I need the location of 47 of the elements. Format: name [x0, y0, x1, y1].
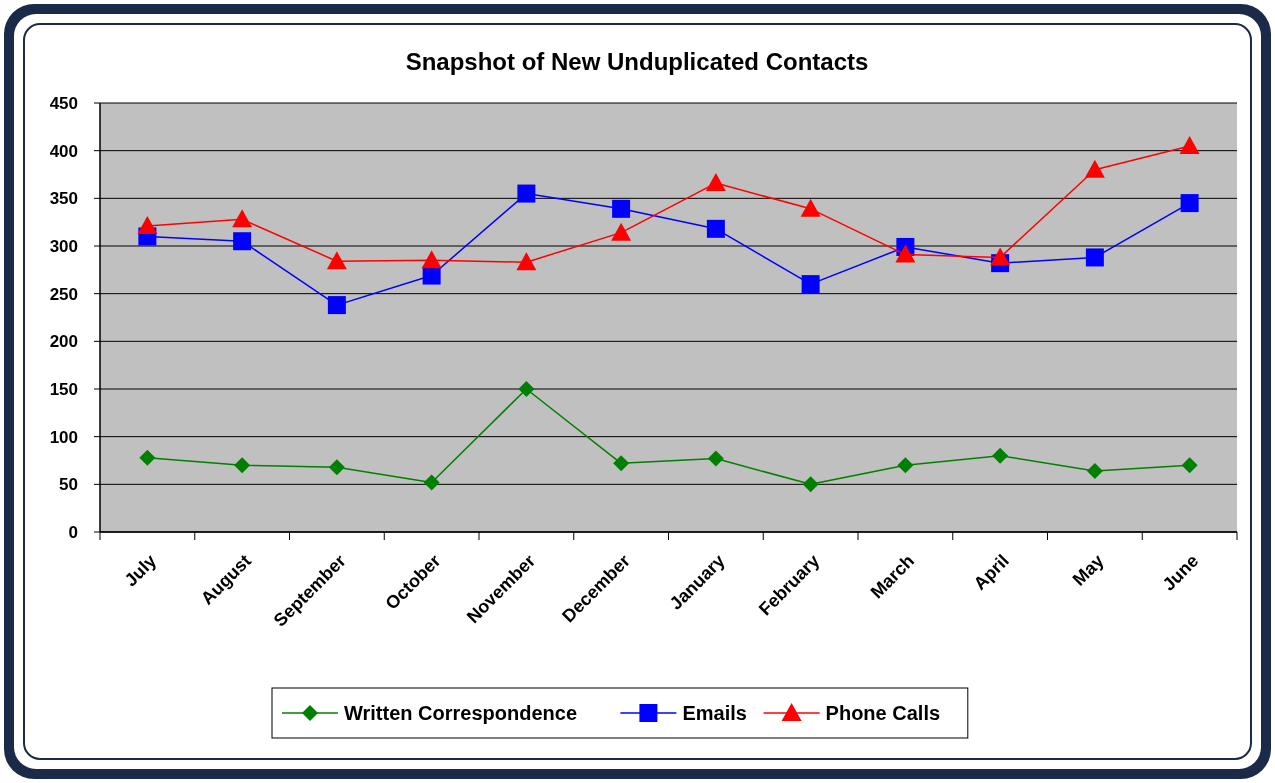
chart-title: Snapshot of New Unduplicated Contacts — [405, 48, 869, 75]
point — [137, 215, 158, 234]
point — [1086, 462, 1103, 479]
y-tick-label: 100 — [49, 427, 78, 447]
point — [1180, 194, 1199, 213]
y-tick-label: 300 — [49, 237, 78, 256]
legend-label: Emails — [682, 702, 747, 724]
point — [234, 457, 251, 474]
point — [232, 209, 253, 228]
point — [895, 244, 916, 263]
point — [233, 232, 252, 251]
y-tick-label: 200 — [49, 332, 78, 352]
y-tick-label: 250 — [49, 284, 78, 304]
y-tick-label: 0 — [68, 523, 78, 542]
point — [897, 457, 914, 474]
point — [328, 459, 345, 476]
y-tick-label: 450 — [49, 94, 78, 113]
point — [326, 251, 347, 270]
y-tick-label: 50 — [59, 475, 78, 495]
point — [802, 476, 819, 493]
point — [706, 219, 725, 238]
y-tick-label: 350 — [49, 189, 78, 209]
point — [517, 184, 536, 203]
point — [1084, 159, 1105, 178]
point — [613, 455, 630, 472]
point — [422, 266, 441, 285]
point — [516, 252, 537, 271]
y-tick-label: 150 — [49, 380, 78, 399]
point — [1181, 457, 1198, 474]
point — [800, 198, 821, 217]
point — [707, 450, 724, 467]
point — [1179, 135, 1200, 154]
point — [990, 247, 1011, 266]
point — [423, 474, 440, 491]
point — [612, 199, 631, 218]
legend-label: Written Correspondence — [344, 702, 577, 724]
point — [705, 173, 726, 192]
point — [327, 296, 346, 315]
point — [421, 250, 442, 269]
point — [139, 449, 156, 466]
point — [518, 381, 535, 397]
point — [992, 447, 1009, 464]
point — [1085, 248, 1104, 267]
point — [801, 275, 820, 294]
legend-label: Phone Calls — [825, 702, 941, 724]
y-tick-label: 400 — [49, 141, 78, 161]
point — [611, 222, 632, 241]
